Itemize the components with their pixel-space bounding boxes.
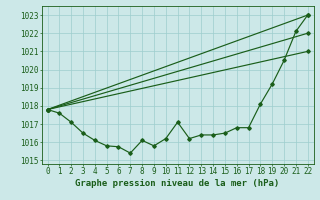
X-axis label: Graphe pression niveau de la mer (hPa): Graphe pression niveau de la mer (hPa) <box>76 179 280 188</box>
